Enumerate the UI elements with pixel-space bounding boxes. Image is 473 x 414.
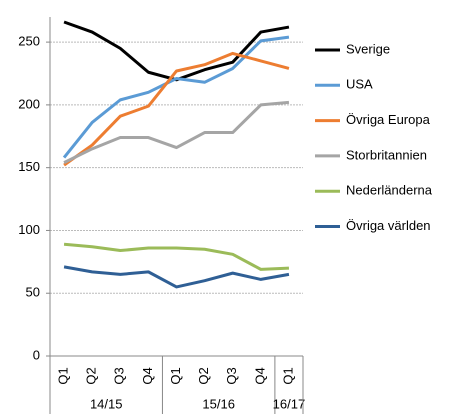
x-tick-label: Q1: [168, 367, 183, 384]
y-tick-label: 100: [18, 222, 40, 237]
legend-label: Storbritannien: [346, 147, 427, 162]
x-tick-label: Q4: [140, 367, 155, 384]
series-line: [63, 100, 290, 164]
x-tick-label: Q2: [84, 367, 99, 384]
legend-label: Sverige: [346, 41, 390, 56]
series-line: [62, 35, 290, 159]
x-group-label: 14/15: [90, 396, 123, 411]
legend-label: USA: [346, 77, 373, 92]
x-tick-label: Q1: [55, 367, 70, 384]
series-line: [63, 265, 290, 289]
y-tick-label: 200: [18, 96, 40, 111]
x-tick-label: Q3: [112, 367, 127, 384]
y-tick-label: 150: [18, 159, 40, 174]
series-line: [63, 51, 290, 167]
y-tick-label: 0: [33, 347, 40, 362]
x-group-label: 16/17: [273, 396, 306, 411]
legend-label: Övriga världen: [346, 218, 431, 233]
y-tick-label: 50: [26, 285, 40, 300]
x-tick-label: Q3: [224, 367, 239, 384]
legend-label: Nederländerna: [346, 183, 433, 198]
x-group-label: 15/16: [202, 396, 235, 411]
x-tick-label: Q2: [196, 367, 211, 384]
series-line: [63, 242, 290, 271]
legend-label: Övriga Europa: [346, 112, 431, 127]
x-tick-label: Q4: [252, 367, 267, 384]
x-tick-label: Q1: [280, 367, 295, 384]
y-tick-label: 250: [18, 34, 40, 49]
